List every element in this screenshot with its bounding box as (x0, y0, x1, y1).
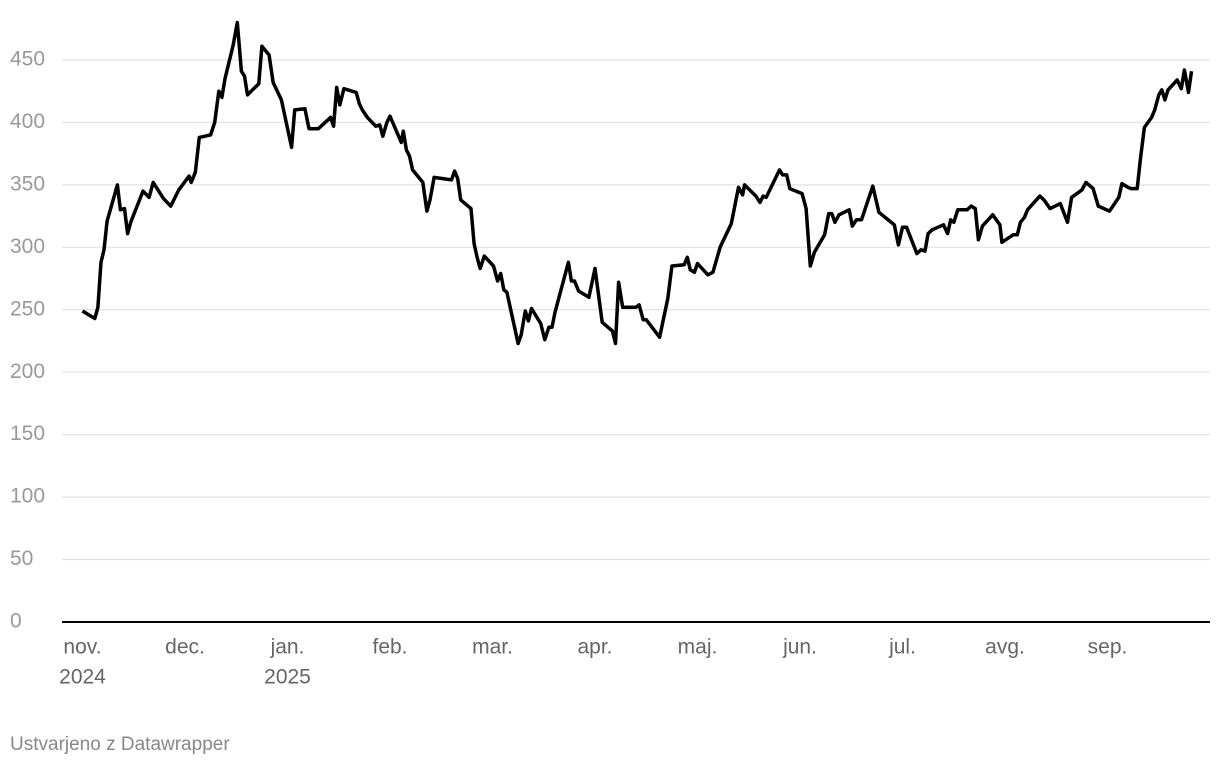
y-tick-label: 350 (10, 172, 45, 195)
x-tick-label: sep. (1088, 636, 1128, 659)
y-tick-label: 0 (10, 610, 22, 633)
y-tick-label: 450 (10, 48, 45, 71)
x-tick-label: jun. (782, 636, 817, 659)
x-tick-label: feb. (372, 636, 407, 659)
line (81, 20, 1194, 346)
y-tick-label: 300 (10, 235, 45, 258)
x-tick-label: maj. (678, 636, 718, 659)
x-tick-label: avg. (985, 636, 1025, 659)
y-tick-label: 250 (10, 297, 45, 320)
y-tick-label: 400 (10, 110, 45, 133)
x-tick-label: dec. (165, 636, 205, 659)
footer: Ustvarjeno z Datawrapper (10, 734, 230, 755)
y-tick-label: 100 (10, 485, 45, 508)
x-tick-label: apr. (577, 636, 612, 659)
x-tick-label: nov. (63, 636, 101, 659)
y-tick-label: 150 (10, 422, 45, 445)
x-tick-label: jul. (888, 636, 916, 659)
x-year-label: 2025 (264, 666, 311, 689)
x-tick-label: mar. (472, 636, 513, 659)
x-tick-label: jan. (270, 636, 305, 659)
y-tick-label: 200 (10, 360, 45, 383)
x-year-label: 2024 (59, 666, 106, 689)
y-tick-label: 50 (10, 547, 33, 570)
